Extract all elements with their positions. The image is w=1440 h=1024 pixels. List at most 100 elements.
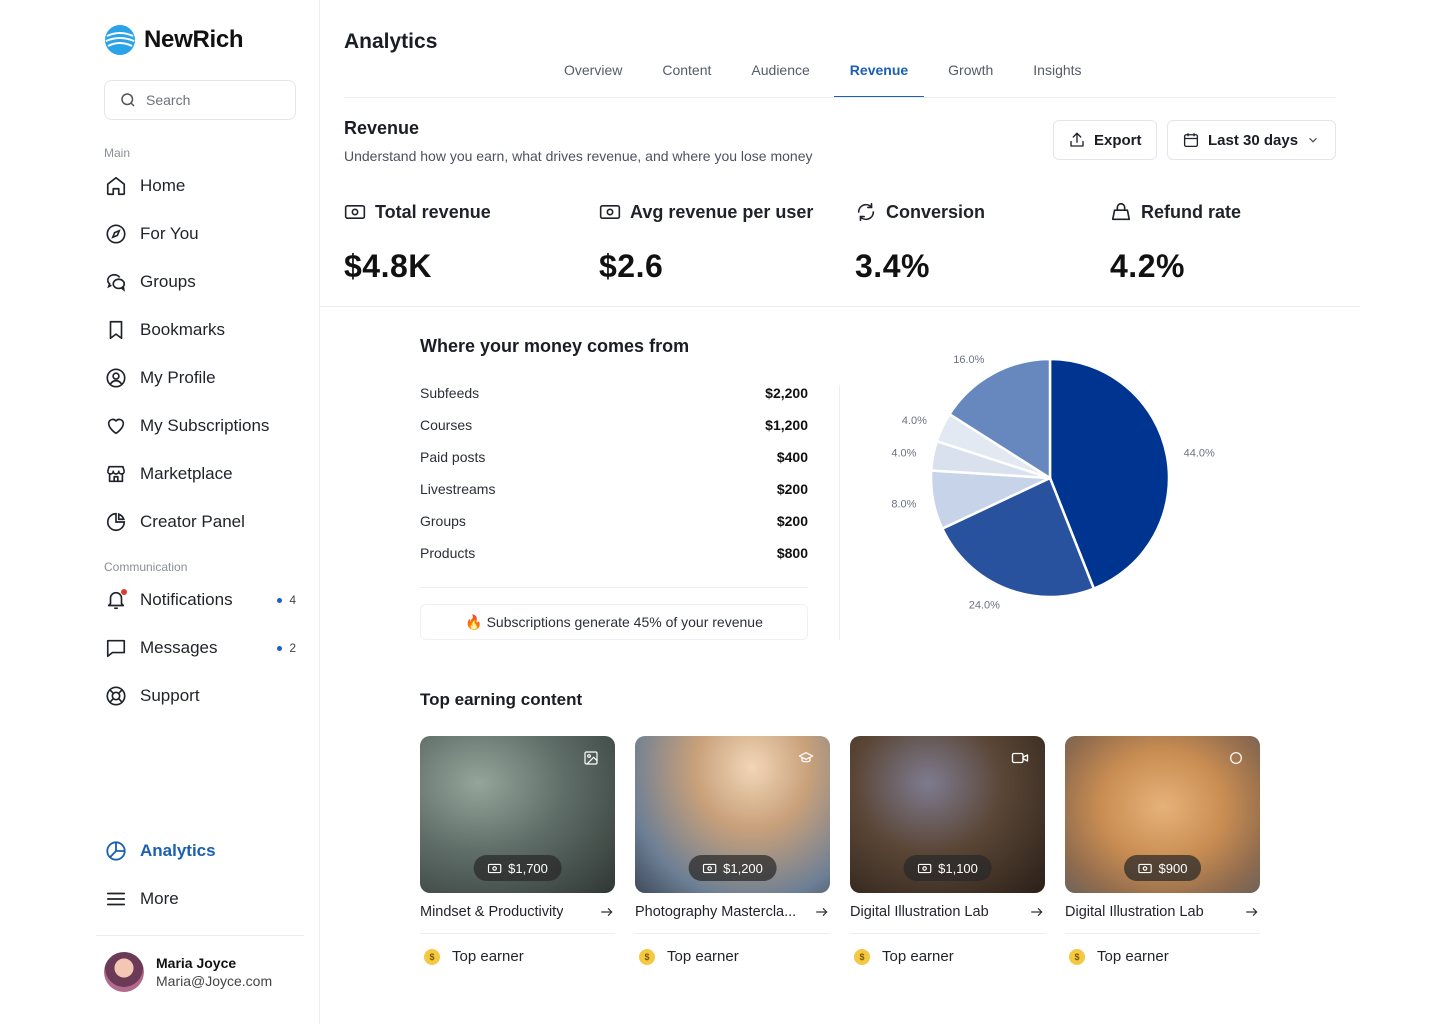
export-button[interactable]: Export — [1053, 120, 1157, 160]
divider — [850, 933, 1045, 934]
arrow-right-icon[interactable] — [599, 904, 615, 920]
kpi-total-revenue: Total revenue $4.8K — [344, 200, 584, 285]
user-profile[interactable]: Maria Joyce Maria@Joyce.com — [104, 952, 272, 992]
sidebar-item-my-profile[interactable]: My Profile — [104, 362, 304, 394]
sidebar-item-messages[interactable]: Messages 2 — [104, 632, 304, 664]
content-card[interactable]: $900 Digital Illustration Lab $ Top earne… — [1065, 736, 1260, 965]
cash-icon — [599, 204, 621, 220]
sidebar-item-bookmarks[interactable]: Bookmarks — [104, 314, 304, 346]
compass-icon — [104, 222, 128, 246]
pie-slice[interactable] — [941, 476, 1096, 599]
sidebar-item-label: Marketplace — [140, 464, 233, 483]
sidebar-item-label: Messages — [140, 638, 218, 657]
sidebar-item-label: Creator Panel — [140, 512, 245, 531]
sidebar-item-label: Analytics — [140, 841, 216, 860]
sidebar-item-for-you[interactable]: For You — [104, 218, 304, 250]
sidebar-item-notifications[interactable]: Notifications 4 — [104, 584, 304, 616]
count-badge: 2 — [277, 641, 296, 655]
money-bag-icon: $ — [424, 948, 440, 965]
section-title: Revenue — [344, 118, 420, 138]
arrow-right-icon[interactable] — [814, 904, 830, 920]
count-badge: 4 — [277, 593, 296, 607]
sidebar-item-analytics[interactable]: Analytics — [104, 835, 304, 867]
divider — [420, 933, 615, 934]
sidebar-item-marketplace[interactable]: Marketplace — [104, 458, 304, 490]
chevron-down-icon — [1309, 137, 1317, 143]
tab-overview[interactable]: Overview — [564, 62, 623, 78]
cash-icon — [702, 863, 716, 873]
user-name: Maria Joyce — [156, 955, 237, 971]
tab-growth[interactable]: Growth — [948, 62, 994, 78]
pie-slice[interactable] — [948, 357, 1052, 480]
message-icon — [104, 636, 128, 660]
kpi-refund-rate: Refund rate 4.2% — [1110, 200, 1350, 285]
sidebar-item-more[interactable]: More — [104, 883, 304, 915]
content-thumbnail: $1,100 — [850, 736, 1045, 893]
search-box[interactable] — [104, 80, 296, 120]
brand-name: NewRich — [144, 26, 244, 53]
course-icon — [798, 752, 814, 763]
kpi-value: $2.6 — [599, 248, 664, 284]
logo[interactable]: NewRich — [104, 24, 244, 56]
row-amount: $2,200 — [765, 385, 808, 401]
search-input[interactable] — [146, 92, 276, 108]
price-pill: $1,100 — [903, 855, 992, 881]
tab-insights[interactable]: Insights — [1033, 62, 1082, 78]
money-bag-icon: $ — [1069, 948, 1085, 965]
content-title: Mindset & Productivity — [420, 904, 564, 920]
kpi-label: Total revenue — [375, 201, 491, 222]
top-content-title: Top earning content — [420, 690, 583, 709]
content-card[interactable]: $1,100 Digital Illustration Lab $ Top ear… — [850, 736, 1045, 965]
sidebar-item-label: My Subscriptions — [140, 416, 270, 435]
divider — [344, 97, 1336, 98]
kpi-label: Refund rate — [1141, 201, 1242, 222]
price-value: $1,100 — [938, 860, 978, 876]
row-amount: $1,200 — [765, 417, 808, 433]
top-earner-badge: $ Top earner — [639, 948, 830, 965]
sidebar-item-my-subscriptions[interactable]: My Subscriptions — [104, 410, 304, 442]
date-range-select[interactable]: Last 30 days — [1167, 120, 1336, 160]
breakdown-row: Products $800 — [420, 545, 808, 565]
price-pill: $1,200 — [688, 855, 777, 881]
pie-slice-label: 44.0% — [1184, 448, 1215, 460]
content-card[interactable]: $1,200 Photography Mastercla... $ Top ear… — [635, 736, 830, 965]
pie-slice-label: 24.0% — [969, 599, 1000, 611]
divider — [320, 306, 1360, 307]
sidebar-item-home[interactable]: Home — [104, 170, 304, 202]
circle-icon — [1230, 752, 1242, 764]
sidebar-item-support[interactable]: Support — [104, 680, 304, 712]
sidebar-item-label: For You — [140, 224, 199, 243]
cash-icon — [487, 863, 501, 873]
tab-bar: Overview Content Audience Revenue Growth… — [544, 58, 1102, 98]
sidebar-item-groups[interactable]: Groups — [104, 266, 304, 298]
top-earner-badge: $ Top earner — [424, 948, 615, 965]
content-card[interactable]: $1,700 Mindset & Productivity $ Top earne… — [420, 736, 615, 965]
price-pill: $900 — [1123, 855, 1202, 881]
upload-icon — [1070, 132, 1084, 147]
divider — [420, 587, 808, 588]
arrow-right-icon[interactable] — [1244, 904, 1260, 920]
breakdown-row: Livestreams $200 — [420, 481, 808, 501]
tab-audience[interactable]: Audience — [751, 62, 810, 78]
export-label: Export — [1094, 131, 1142, 149]
page-title: Analytics — [344, 30, 438, 53]
section-label-communication: Communication — [104, 560, 188, 574]
sidebar: NewRich Main Home For You Groups Bookmar… — [0, 0, 320, 1024]
pie-chart-icon — [104, 510, 128, 534]
breakdown-title: Where your money comes from — [420, 336, 690, 356]
top-earner-badge: $ Top earner — [854, 948, 1045, 965]
row-label: Paid posts — [420, 449, 486, 465]
pie-slice-label: 4.0% — [902, 415, 927, 427]
pie-slice[interactable] — [1048, 357, 1171, 590]
sidebar-item-creator-panel[interactable]: Creator Panel — [104, 506, 304, 538]
row-label: Subfeeds — [420, 385, 480, 401]
bag-icon — [1111, 202, 1131, 221]
kpi-value: 4.2% — [1110, 248, 1185, 284]
tab-content[interactable]: Content — [662, 62, 712, 78]
breakdown-row: Paid posts $400 — [420, 449, 808, 469]
pie-slice-label: 16.0% — [953, 354, 984, 366]
lifebuoy-icon — [104, 684, 128, 708]
user-circle-icon — [104, 366, 128, 390]
arrow-right-icon[interactable] — [1029, 904, 1045, 920]
tab-revenue[interactable]: Revenue — [830, 58, 928, 98]
